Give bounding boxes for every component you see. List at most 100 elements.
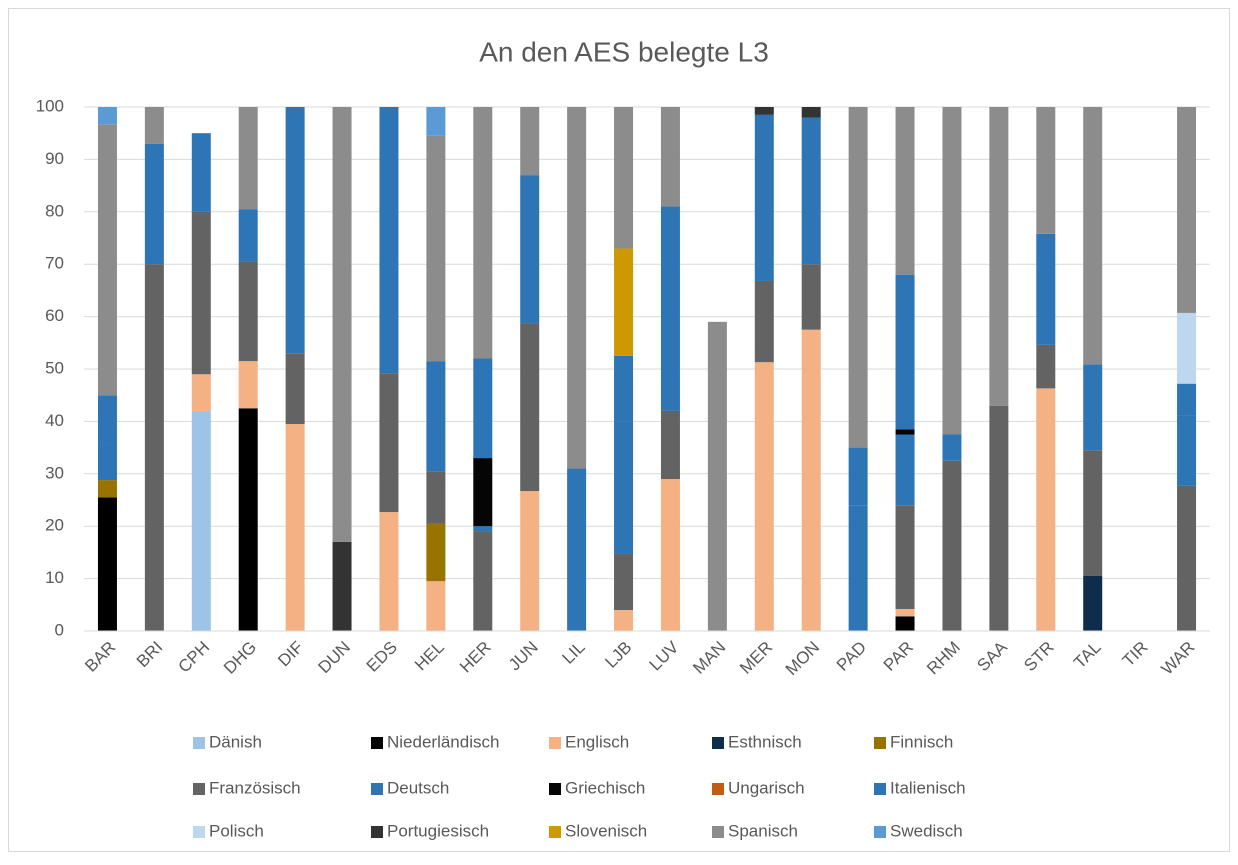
y-tick-label: 10 — [45, 568, 64, 587]
y-tick-label: 50 — [45, 358, 64, 377]
chart-title: An den AES belegte L3 — [479, 36, 769, 67]
bar-segment — [379, 107, 399, 374]
legend-swatch — [193, 737, 205, 749]
bar-segment — [191, 133, 211, 212]
bar-segment — [567, 468, 587, 631]
bar-segment — [332, 541, 352, 631]
bar-segment — [707, 321, 727, 631]
bar-segment — [97, 497, 117, 631]
bar-segment — [426, 361, 446, 472]
bar-segment — [1083, 107, 1103, 365]
legend-label: Spanisch — [728, 821, 798, 840]
legend-label: Ungarisch — [728, 778, 805, 797]
bar-segment — [520, 323, 540, 492]
bar-segment — [379, 512, 399, 631]
bar-segment — [895, 107, 915, 275]
bar-segment — [614, 610, 634, 631]
y-tick-label: 20 — [45, 516, 64, 535]
bar-segment — [754, 362, 774, 631]
legend-swatch — [193, 783, 205, 795]
legend-swatch — [712, 737, 724, 749]
bar-segment — [473, 531, 493, 631]
y-tick-label: 80 — [45, 201, 64, 220]
bar-segment — [660, 206, 680, 411]
bar-segment — [1036, 107, 1056, 234]
bar-segment — [97, 395, 117, 445]
legend-swatch — [549, 826, 561, 838]
bar-segment — [191, 211, 211, 375]
bar-segment — [895, 616, 915, 631]
legend-swatch — [712, 783, 724, 795]
legend-label: Englisch — [565, 732, 629, 751]
bar-segment — [238, 361, 258, 409]
bar-segment — [754, 280, 774, 363]
legend-swatch — [371, 783, 383, 795]
y-tick-label: 100 — [36, 96, 64, 115]
bar-segment — [1177, 415, 1197, 486]
legend-label: Dänish — [209, 732, 262, 751]
bar-segment — [426, 471, 446, 524]
bar-segment — [191, 410, 211, 631]
legend-label: Slovenisch — [565, 821, 647, 840]
bar-segment — [97, 107, 117, 125]
bar-segment — [1036, 344, 1056, 389]
bar-segment — [895, 429, 915, 435]
bar-segment — [1036, 233, 1056, 345]
bar-segment — [285, 107, 305, 354]
bar-segment — [1177, 485, 1197, 631]
legend-label: Deutsch — [387, 778, 449, 797]
legend-label: Polisch — [209, 821, 264, 840]
bar-segment — [1083, 364, 1103, 451]
bar-segment — [614, 107, 634, 249]
bar-segment — [520, 175, 540, 324]
legend-label: Italienisch — [890, 778, 966, 797]
bar-segment — [989, 405, 1009, 631]
bar-segment — [473, 458, 493, 527]
y-tick-label: 60 — [45, 306, 64, 325]
bar-segment — [473, 526, 493, 532]
bar-segment — [238, 107, 258, 210]
bar-segment — [848, 505, 868, 631]
bar-segment — [754, 114, 774, 281]
bar-segment — [97, 124, 117, 396]
bar-segment — [426, 107, 446, 136]
legend-label: Finnisch — [890, 732, 953, 751]
bar-segment — [1177, 383, 1197, 416]
bar-segment — [801, 117, 821, 265]
bar-segment — [660, 410, 680, 480]
bar-segment — [801, 329, 821, 631]
bar-segment — [97, 480, 117, 498]
legend-swatch — [874, 826, 886, 838]
bar-segment — [614, 355, 634, 422]
bar-segment — [144, 107, 164, 144]
legend-label: Portugiesisch — [387, 821, 489, 840]
bar-segment — [332, 107, 352, 542]
legend-label: Swedisch — [890, 821, 963, 840]
legend-swatch — [371, 737, 383, 749]
bar-segment — [895, 434, 915, 506]
bar-segment — [473, 107, 493, 359]
legend-label: Niederländisch — [387, 732, 499, 751]
bar-segment — [895, 505, 915, 609]
bar-segment — [1177, 107, 1197, 313]
bar-segment — [1036, 388, 1056, 631]
legend-swatch — [549, 783, 561, 795]
bar-segment — [520, 107, 540, 176]
bar-segment — [1083, 575, 1103, 631]
bar-segment — [801, 264, 821, 330]
bar-segment — [1177, 312, 1197, 384]
bar-segment — [191, 374, 211, 411]
y-tick-label: 30 — [45, 463, 64, 482]
bar-segment — [942, 107, 962, 435]
bar-segment — [426, 135, 446, 362]
bar-segment — [379, 373, 399, 513]
bar-segment — [426, 523, 446, 582]
bar-segment — [97, 444, 117, 481]
bar-segment — [520, 491, 540, 631]
bar-segment — [848, 447, 868, 506]
y-tick-label: 0 — [55, 620, 64, 639]
bar-segment — [285, 424, 305, 631]
legend-swatch — [549, 737, 561, 749]
bar-segment — [567, 107, 587, 469]
